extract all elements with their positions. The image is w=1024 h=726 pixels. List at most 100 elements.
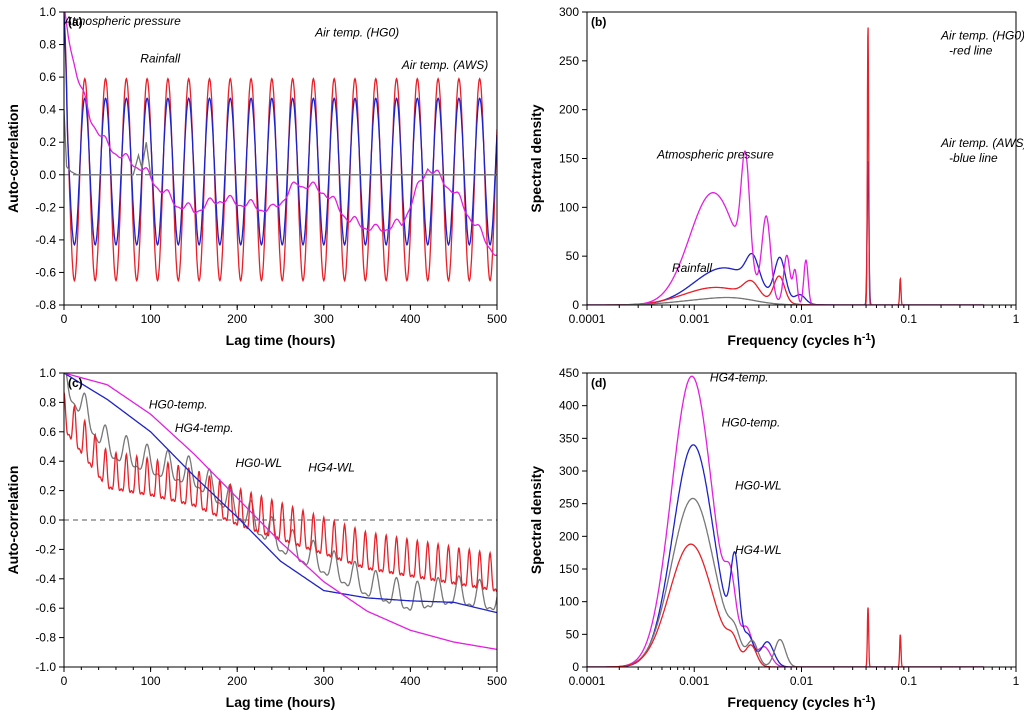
annotation-label: HG0-WL <box>235 456 282 470</box>
y-tick-label: -0.2 <box>35 542 56 556</box>
annotation-label: Air temp. (HG0) <box>940 28 1024 42</box>
x-tick-label: 0.1 <box>900 674 917 688</box>
series-line-2 <box>587 497 984 667</box>
annotation-label: HG4-WL <box>308 460 355 474</box>
annotation-label: HG0-WL <box>735 478 782 492</box>
panel-b: 0.0001 0.001 0.01 0.1 1 0 50 100 150 200 250 300 Fre… <box>528 5 1024 348</box>
x-tick-label: 200 <box>227 312 247 326</box>
x-tick-label: 300 <box>314 674 334 688</box>
y-tick-label: 100 <box>559 595 579 609</box>
y-tick-label: 50 <box>566 627 580 641</box>
x-axis-label: Lag time (hours) <box>226 332 336 348</box>
panel-d: 0.0001 0.001 0.01 0.1 1 0 50 100 150 200 250 300 350… <box>528 366 1020 710</box>
y-tick-label: 250 <box>559 497 579 511</box>
y-tick-label: -1.0 <box>35 660 56 674</box>
y-tick-label: 0.0 <box>39 513 56 527</box>
y-tick-label: 1.0 <box>39 5 56 19</box>
series-line-2 <box>64 12 497 257</box>
x-tick-label: 0 <box>61 312 68 326</box>
annotation-label: HG0-temp. <box>149 397 208 411</box>
y-axis-label: Spectral density <box>528 104 544 212</box>
x-tick-label: 100 <box>141 312 161 326</box>
series-line-3 <box>587 543 984 667</box>
panel-a: 0 100 200 300 400 500 -0.8 -0.6 -0.4 -0.2 0.0 0.2 0.… <box>5 5 507 348</box>
y-tick-label: 300 <box>559 5 579 19</box>
y-tick-label: 0.2 <box>39 135 56 149</box>
y-tick-label: 1.0 <box>39 366 56 380</box>
annotation-label: Rainfall <box>672 261 712 275</box>
y-axis-label: Auto-correlation <box>5 104 21 213</box>
y-tick-label: 450 <box>559 366 579 380</box>
x-tick-label: 0.001 <box>679 312 709 326</box>
x-tick-label: 1 <box>1013 674 1020 688</box>
x-tick-label: 200 <box>227 674 247 688</box>
y-tick-label: 200 <box>559 529 579 543</box>
annotation-label: -blue line <box>949 151 998 165</box>
annotation-label: Air temp. (AWS) <box>401 58 488 72</box>
series-line-1 <box>64 392 497 592</box>
x-tick-label: 500 <box>487 674 507 688</box>
series-line-1 <box>64 12 497 247</box>
x-tick-label: 0.001 <box>679 674 709 688</box>
y-tick-label: 50 <box>566 249 580 263</box>
panel-label: (b) <box>591 15 606 29</box>
panel-c: 0 100 200 300 400 500 -1.0 -0.8 -0.6 -0.4 -0.2 0.0 0… <box>5 366 507 710</box>
series-line-3 <box>64 109 497 176</box>
series-line-0 <box>64 12 497 283</box>
y-tick-label: 250 <box>559 54 579 68</box>
x-tick-label: 400 <box>400 674 420 688</box>
series-line-2 <box>587 150 984 305</box>
y-tick-label: 0.6 <box>39 425 56 439</box>
annotation-label: HG0-temp. <box>722 416 781 430</box>
annotation-label: -red line <box>949 43 993 57</box>
annotation-label: HG4-temp. <box>710 370 769 384</box>
y-tick-label: 0.4 <box>39 454 56 468</box>
y-tick-label: 350 <box>559 431 579 445</box>
y-tick-label: 0.8 <box>39 38 56 52</box>
y-tick-label: 0.6 <box>39 70 56 84</box>
series-line-3 <box>64 373 497 651</box>
annotation-label: HG4-WL <box>735 543 782 557</box>
y-tick-label: -0.2 <box>35 200 56 214</box>
y-tick-label: 0.0 <box>39 168 56 182</box>
y-tick-label: 0.8 <box>39 395 56 409</box>
annotation-label: Air temp. (AWS) <box>940 136 1024 150</box>
series-line-0 <box>587 375 984 667</box>
y-tick-label: 0.4 <box>39 103 56 117</box>
x-tick-label: 0.01 <box>790 674 814 688</box>
series-line-1 <box>587 444 984 667</box>
y-tick-label: 0 <box>572 298 579 312</box>
y-tick-label: -0.8 <box>35 631 56 645</box>
panel-label: (a) <box>68 15 83 29</box>
x-tick-label: 0.0001 <box>569 312 606 326</box>
x-tick-label: 0 <box>61 674 68 688</box>
panel-label: (d) <box>591 376 606 390</box>
y-axis-label: Spectral density <box>528 466 544 574</box>
y-tick-label: 400 <box>559 399 579 413</box>
x-axis-label: Frequency (cycles h-1) <box>727 332 875 349</box>
annotation-label: Air temp. (HG0) <box>314 25 399 39</box>
y-tick-label: 200 <box>559 103 579 117</box>
x-tick-label: 100 <box>141 674 161 688</box>
y-tick-label: -0.6 <box>35 601 56 615</box>
y-tick-label: 0 <box>572 660 579 674</box>
y-tick-label: 0.2 <box>39 484 56 498</box>
annotation-label: Rainfall <box>140 51 180 65</box>
x-tick-label: 400 <box>400 312 420 326</box>
x-tick-label: 1 <box>1013 312 1020 326</box>
plot-frame <box>63 11 498 306</box>
annotation-label: Atmospheric pressure <box>63 14 181 28</box>
plot-frame <box>586 372 1017 668</box>
y-tick-label: 150 <box>559 152 579 166</box>
panel-label: (c) <box>68 376 83 390</box>
annotation-label: Atmospheric pressure <box>656 148 774 162</box>
x-tick-label: 300 <box>314 312 334 326</box>
series-line-0 <box>587 161 984 305</box>
x-axis-label: Lag time (hours) <box>226 694 336 710</box>
x-tick-label: 0.01 <box>790 312 814 326</box>
y-tick-label: -0.8 <box>35 298 56 312</box>
y-tick-label: 300 <box>559 464 579 478</box>
series-line-2 <box>64 373 497 614</box>
y-tick-label: 150 <box>559 562 579 576</box>
series-line-1 <box>587 27 984 305</box>
